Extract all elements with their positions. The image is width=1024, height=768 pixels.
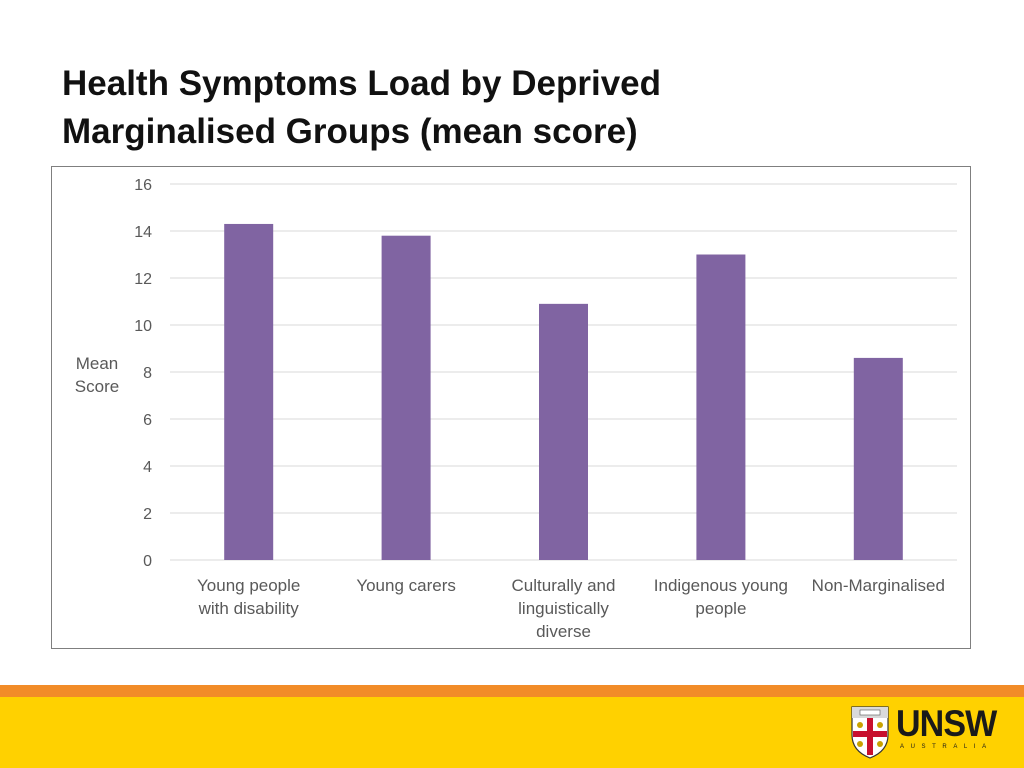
x-tick-label-line: Culturally and — [512, 576, 616, 595]
x-tick-label-line: Non-Marginalised — [812, 576, 945, 595]
x-tick-label-line: Young carers — [356, 576, 456, 595]
x-tick-label-line: linguistically — [518, 599, 609, 618]
unsw-logo: UNSW AUSTRALIA — [850, 704, 1010, 762]
bar — [696, 254, 746, 560]
slide-title: Health Symptoms Load by Deprived Margina… — [62, 60, 962, 156]
y-tick-label: 8 — [143, 365, 152, 382]
slide-title-line-2: Marginalised Groups (mean score) — [62, 112, 638, 151]
x-tick-label-line: Young people — [197, 576, 300, 595]
y-tick-label: 14 — [134, 224, 152, 241]
x-tick-label-line: diverse — [536, 622, 591, 641]
x-axis-labels: Young people with disability Young carers C… — [197, 576, 945, 641]
bar — [539, 303, 588, 560]
y-tick-label: 4 — [143, 459, 152, 476]
bar — [853, 357, 903, 560]
y-axis-ticks: 0 2 4 6 8 10 12 14 16 — [134, 177, 152, 570]
bar — [381, 235, 431, 560]
x-tick-label: Young people with disability — [197, 576, 300, 618]
x-tick-label-line: people — [695, 599, 746, 618]
x-tick-label-line: Indigenous young — [654, 576, 788, 595]
y-axis-label: Mean Score — [75, 354, 119, 396]
x-tick-label-line: with disability — [198, 599, 300, 618]
chart-frame: 0 2 4 6 8 10 12 14 16 Young people with disabilit… — [51, 166, 971, 649]
logo-subtext: AUSTRALIA — [900, 744, 993, 750]
x-tick-label: Non-Marginalised — [812, 576, 945, 595]
y-tick-label: 12 — [134, 271, 152, 288]
footer-orange-band — [0, 685, 1024, 697]
chart-bars — [224, 223, 903, 560]
logo-wordmark: UNSW — [896, 703, 997, 744]
bar — [224, 223, 274, 560]
y-axis-label-line: Score — [75, 377, 119, 396]
y-tick-label: 0 — [143, 553, 152, 570]
x-tick-label: Young carers — [356, 576, 456, 595]
slide-title-line-1: Health Symptoms Load by Deprived — [62, 64, 662, 103]
bar-chart: 0 2 4 6 8 10 12 14 16 Young people with disabilit… — [75, 177, 957, 641]
y-tick-label: 16 — [134, 177, 152, 194]
y-tick-label: 6 — [143, 412, 152, 429]
x-tick-label: Indigenous young people — [654, 576, 788, 618]
y-tick-label: 2 — [143, 506, 152, 523]
unsw-crest-icon — [851, 706, 889, 759]
y-tick-label: 10 — [134, 318, 152, 335]
x-tick-label: Culturally and linguistically diverse — [512, 576, 616, 641]
y-axis-label-line: Mean — [76, 354, 119, 373]
